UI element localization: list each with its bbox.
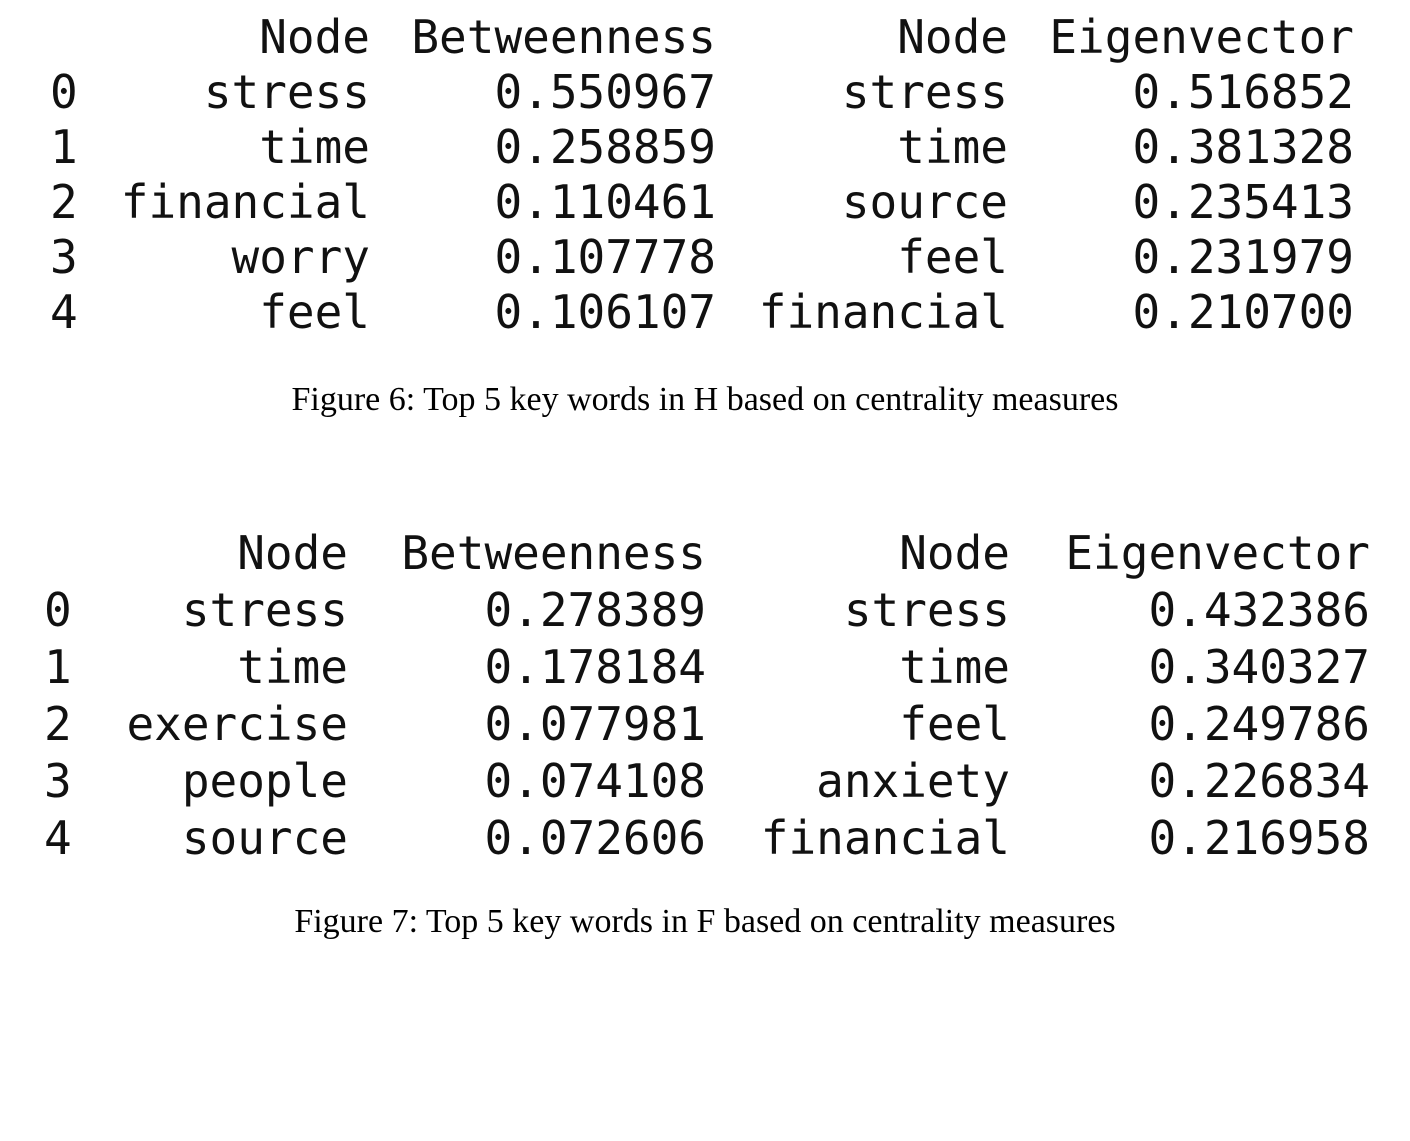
row-index: 4 <box>44 811 72 865</box>
header-node-eigenvector: Node <box>899 526 1010 580</box>
eigenvector-cell: 0.226834 <box>1148 754 1370 808</box>
figure-7-caption: Figure 7: Top 5 key words in F based on … <box>294 903 1116 940</box>
node-eigenvector-cell: time <box>897 120 1008 174</box>
node-eigenvector-cell: feel <box>897 230 1008 284</box>
node-betweenness-cell: time <box>259 120 370 174</box>
table-row: 4 feel 0.106107 financial 0.210700 <box>0 289 1410 339</box>
betweenness-cell: 0.072606 <box>484 811 706 865</box>
header-eigenvector: Eigenvector <box>1065 526 1370 580</box>
betweenness-cell: 0.278389 <box>484 583 706 637</box>
header-betweenness: Betweenness <box>401 526 706 580</box>
figure-6-caption: Figure 6: Top 5 key words in H based on … <box>291 381 1119 418</box>
eigenvector-cell: 0.231979 <box>1132 230 1354 284</box>
eigenvector-cell: 0.516852 <box>1132 65 1354 119</box>
table-row: 0 stress 0.278389 stress 0.432386 <box>0 587 1410 637</box>
node-betweenness-cell: financial <box>120 175 370 229</box>
table-row: 2 exercise 0.077981 feel 0.249786 <box>0 701 1410 751</box>
table-header-row: Node Betweenness Node Eigenvector <box>0 530 1410 580</box>
node-eigenvector-cell: time <box>899 640 1010 694</box>
eigenvector-cell: 0.249786 <box>1148 697 1370 751</box>
table-row: 0 stress 0.550967 stress 0.516852 <box>0 69 1410 119</box>
node-eigenvector-cell: stress <box>841 65 1008 119</box>
row-index: 1 <box>50 120 78 174</box>
node-eigenvector-cell: financial <box>758 285 1008 339</box>
row-index: 4 <box>50 285 78 339</box>
eigenvector-cell: 0.381328 <box>1132 120 1354 174</box>
node-betweenness-cell: stress <box>203 65 370 119</box>
table-header-row: Node Betweenness Node Eigenvector <box>0 14 1410 64</box>
node-betweenness-cell: feel <box>259 285 370 339</box>
row-index: 2 <box>50 175 78 229</box>
header-node-eigenvector: Node <box>897 10 1008 64</box>
betweenness-cell: 0.106107 <box>494 285 716 339</box>
betweenness-cell: 0.077981 <box>484 697 706 751</box>
row-index: 0 <box>50 65 78 119</box>
betweenness-cell: 0.258859 <box>494 120 716 174</box>
header-betweenness: Betweenness <box>411 10 716 64</box>
eigenvector-cell: 0.216958 <box>1148 811 1370 865</box>
node-eigenvector-cell: feel <box>899 697 1010 751</box>
table-row: 1 time 0.258859 time 0.381328 <box>0 124 1410 174</box>
table-row: 1 time 0.178184 time 0.340327 <box>0 644 1410 694</box>
eigenvector-cell: 0.235413 <box>1132 175 1354 229</box>
node-eigenvector-cell: financial <box>760 811 1010 865</box>
node-betweenness-cell: worry <box>231 230 370 284</box>
header-node-betweenness: Node <box>259 10 370 64</box>
table-row: 2 financial 0.110461 source 0.235413 <box>0 179 1410 229</box>
row-index: 1 <box>44 640 72 694</box>
betweenness-cell: 0.110461 <box>494 175 716 229</box>
eigenvector-cell: 0.210700 <box>1132 285 1354 339</box>
table-row: 4 source 0.072606 financial 0.216958 <box>0 815 1410 865</box>
row-index: 2 <box>44 697 72 751</box>
betweenness-cell: 0.074108 <box>484 754 706 808</box>
header-node-betweenness: Node <box>237 526 348 580</box>
eigenvector-cell: 0.432386 <box>1148 583 1370 637</box>
node-betweenness-cell: exercise <box>126 697 348 751</box>
node-eigenvector-cell: source <box>841 175 1008 229</box>
node-eigenvector-cell: anxiety <box>816 754 1010 808</box>
node-betweenness-cell: stress <box>181 583 348 637</box>
figure-6-table: Node Betweenness Node Eigenvector 0 stre… <box>0 14 1410 335</box>
eigenvector-cell: 0.340327 <box>1148 640 1370 694</box>
node-betweenness-cell: source <box>181 811 348 865</box>
betweenness-cell: 0.107778 <box>494 230 716 284</box>
node-eigenvector-cell: stress <box>843 583 1010 637</box>
row-index: 3 <box>50 230 78 284</box>
table-row: 3 people 0.074108 anxiety 0.226834 <box>0 758 1410 808</box>
header-eigenvector: Eigenvector <box>1049 10 1354 64</box>
row-index: 0 <box>44 583 72 637</box>
node-betweenness-cell: people <box>181 754 348 808</box>
betweenness-cell: 0.550967 <box>494 65 716 119</box>
node-betweenness-cell: time <box>237 640 348 694</box>
figure-7-table: Node Betweenness Node Eigenvector 0 stre… <box>0 530 1410 861</box>
table-row: 3 worry 0.107778 feel 0.231979 <box>0 234 1410 284</box>
betweenness-cell: 0.178184 <box>484 640 706 694</box>
row-index: 3 <box>44 754 72 808</box>
